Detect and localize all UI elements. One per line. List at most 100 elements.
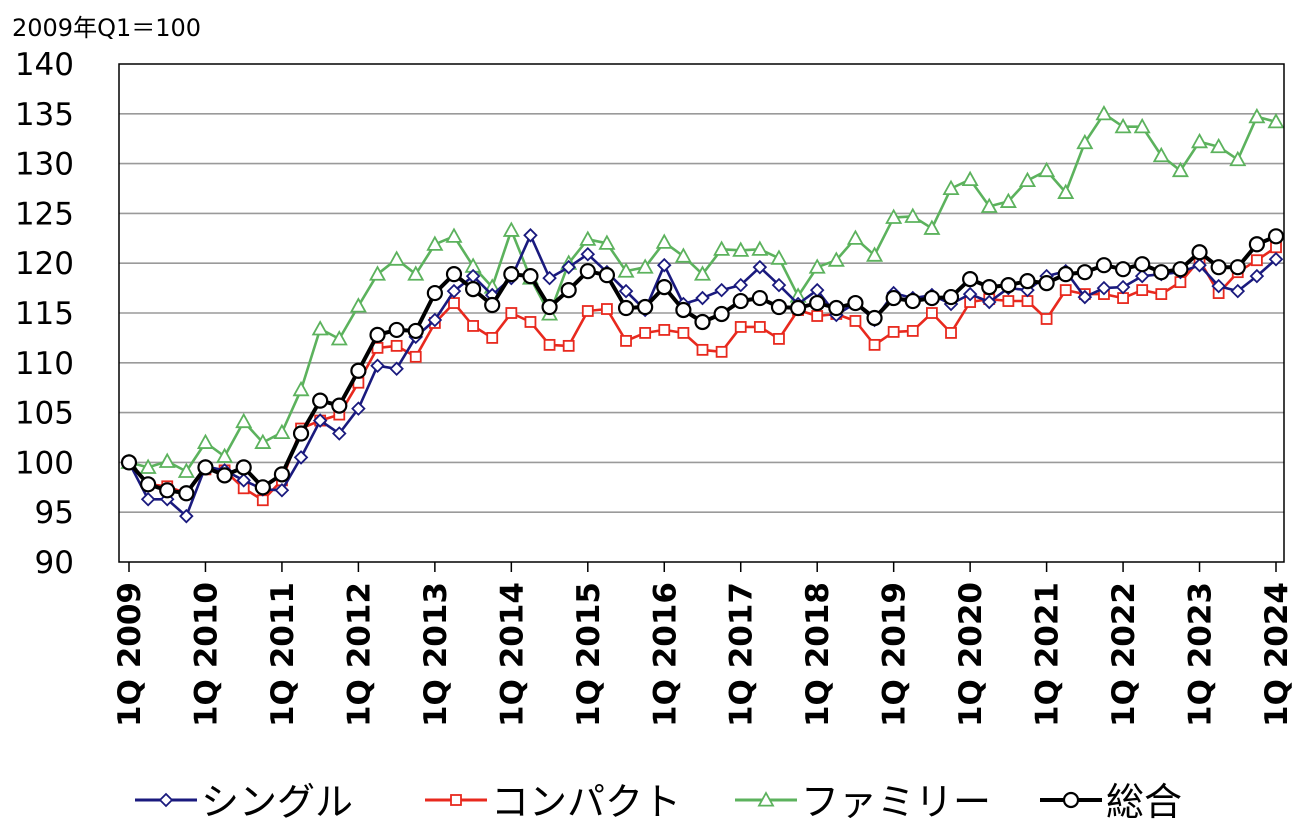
- series-0-point-34: [771, 277, 787, 293]
- series-2-point-12: [349, 297, 367, 313]
- series-0-point-31: [714, 282, 729, 298]
- series-2-point-16: [426, 235, 444, 251]
- series-2-point-3: [177, 462, 195, 478]
- series-0-point-14: [389, 361, 404, 377]
- legend-swatch-compact: [425, 794, 487, 806]
- series-1-point-54: [1155, 288, 1168, 300]
- x-tick-label-0: 1Q 2009: [112, 582, 148, 727]
- x-tick-label-11: 1Q 2020: [953, 582, 989, 727]
- y-tick-label-115: 115: [15, 296, 74, 332]
- series-2-point-59: [1248, 107, 1266, 124]
- series-1-point-43: [945, 327, 957, 339]
- series-3-point-16: [426, 284, 443, 302]
- series-0-point-23: [561, 259, 576, 275]
- series-3-point-29: [675, 301, 692, 319]
- series-2-point-38: [846, 229, 864, 245]
- series-0-point-53: [1134, 268, 1150, 284]
- x-tick-label-13: 1Q 2022: [1106, 582, 1142, 727]
- series-3-point-55: [1172, 261, 1189, 278]
- series-3-point-2: [159, 482, 176, 499]
- legend-marker-3: [1062, 791, 1080, 809]
- series-1-point-19: [486, 331, 499, 344]
- series-2-point-41: [904, 207, 922, 223]
- y-tick-label-90: 90: [35, 545, 74, 581]
- series-0-point-12: [351, 401, 366, 416]
- x-tick-label-4: 1Q 2013: [418, 582, 454, 727]
- series-1-point-25: [601, 303, 613, 315]
- series-1-point-46: [1002, 295, 1015, 307]
- legend-label-compact: コンパクト: [491, 779, 682, 824]
- series-2-point-33: [751, 240, 769, 256]
- y-tick-label-125: 125: [15, 196, 74, 232]
- series-0-point-16: [427, 312, 443, 328]
- series-0-point-33: [752, 259, 768, 275]
- series-3-point-30: [694, 313, 711, 331]
- legend-swatch-family: [735, 791, 797, 807]
- series-1-point-42: [926, 307, 938, 319]
- series-2-point-60: [1267, 112, 1285, 129]
- legend-label-family: ファミリー: [801, 779, 992, 824]
- series-3-point-52: [1114, 261, 1132, 278]
- series-2-point-25: [598, 234, 616, 250]
- legend-swatch-total: [1040, 791, 1102, 809]
- x-tick-label-12: 1Q 2021: [1030, 582, 1066, 727]
- series-3-point-45: [981, 279, 998, 296]
- series-1-point-38: [849, 315, 862, 327]
- series-2-point-34: [770, 249, 788, 265]
- series-0-point-3: [179, 508, 194, 524]
- x-axis-ticks: 1Q 2009 1Q 2010 1Q 2011 1Q 2012 1Q 2013 1Q 20…: [112, 562, 1295, 727]
- x-tick-label-2: 1Q 2011: [265, 582, 301, 727]
- series-3-point-47: [1019, 273, 1036, 290]
- series-2-point-6: [235, 412, 253, 429]
- series-1-point-33: [753, 321, 766, 333]
- x-tick-label-8: 1Q 2017: [724, 582, 760, 727]
- series-3-point-0: [120, 454, 138, 471]
- series-1-point-40: [887, 326, 900, 338]
- series-3-point-58: [1229, 259, 1246, 276]
- series-1-point-26: [620, 334, 632, 347]
- series-3-point-32: [732, 292, 749, 310]
- series-2-point-20: [502, 221, 520, 237]
- series-2-point-55: [1171, 161, 1189, 178]
- series-3-point-23: [560, 281, 577, 299]
- series-3-point-56: [1191, 244, 1208, 261]
- legend-item-total: 総合: [1040, 770, 1182, 826]
- series-3-point-13: [369, 326, 386, 344]
- series-2-point-24: [579, 230, 597, 246]
- series-0-point-45: [981, 294, 997, 310]
- series-0-point-9: [293, 450, 309, 465]
- series-2-point-26: [617, 262, 635, 278]
- series-3-point-21: [522, 268, 539, 285]
- series-3-point-39: [866, 309, 883, 327]
- series-3-point-40: [885, 289, 902, 307]
- series-3-point-38: [847, 294, 864, 312]
- series-1-point-24: [581, 305, 594, 317]
- y-tick-label-120: 120: [15, 246, 74, 282]
- series-1-point-28: [658, 324, 671, 336]
- x-tick-label-1: 1Q 2010: [188, 582, 224, 727]
- series-0-point-32: [733, 277, 749, 293]
- series-0-point-51: [1096, 280, 1112, 296]
- series-1-point-30: [696, 343, 709, 356]
- series-1-point-34: [773, 332, 785, 345]
- y-tick-label-140: 140: [15, 47, 74, 83]
- series-3-point-33: [751, 289, 768, 307]
- series-2-point-27: [636, 258, 654, 274]
- series-2-point-49: [1057, 183, 1075, 199]
- series-3-point-7: [254, 479, 271, 496]
- series-3-point-36: [809, 294, 826, 312]
- series-3-point-24: [579, 263, 596, 280]
- series-3-point-5: [216, 467, 233, 484]
- series-3-point-37: [828, 299, 845, 317]
- unit-label: 2009年Q1＝100: [12, 14, 202, 42]
- series-2-point-30: [693, 265, 712, 281]
- series-3-point-1: [140, 476, 157, 493]
- series-3-point-27: [637, 298, 654, 316]
- series-3-point-60: [1267, 228, 1285, 245]
- series-3-point-42: [923, 289, 941, 307]
- y-tick-label-135: 135: [15, 97, 74, 133]
- series-2-point-17: [445, 227, 463, 243]
- series-3-point-9: [292, 425, 310, 442]
- x-tick-label-15: 1Q 2024: [1259, 582, 1295, 727]
- series-3-point-22: [541, 298, 558, 316]
